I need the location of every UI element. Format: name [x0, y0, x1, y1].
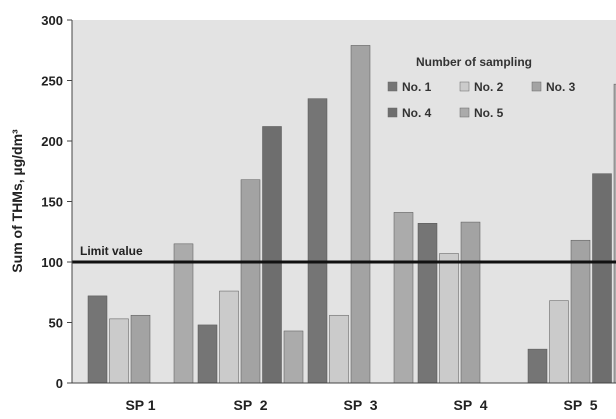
x-category-label: SP 1	[125, 397, 155, 413]
legend-label: No. 2	[474, 80, 504, 94]
bar-2-series-5	[283, 330, 304, 384]
y-tick-label: 0	[56, 376, 63, 391]
y-axis-label: Sum of THMs, µg/dm³	[9, 129, 25, 273]
legend-swatch	[459, 81, 470, 92]
legend-swatch	[459, 107, 470, 118]
y-ticks: 0 50 100 150 200 250 300	[41, 13, 72, 391]
bar-5-series-4	[592, 173, 612, 384]
x-category-label: SP 3	[344, 397, 378, 413]
x-category-labels: SP 1 SP 2 SP 3 SP 4 SP 5	[125, 397, 597, 413]
bar-3-series-1	[307, 98, 328, 384]
y-tick-label: 300	[41, 13, 63, 28]
x-category-label: SP 4	[454, 397, 488, 413]
bar-5-series-2	[549, 300, 569, 384]
bar-3-series-3	[350, 45, 371, 384]
bar-3-series-2	[329, 314, 349, 384]
bar-2-series-4	[262, 126, 282, 384]
y-tick-label: 200	[41, 134, 63, 149]
bar-1-series-5	[173, 243, 194, 384]
bar-2-series-1	[197, 324, 218, 384]
y-tick-label: 100	[41, 255, 63, 270]
x-category-label: SP 5	[564, 397, 598, 413]
legend-swatch	[531, 81, 542, 92]
y-tick-label: 250	[41, 74, 63, 89]
bar-3-series-5	[393, 212, 414, 384]
bar-5-series-5	[613, 83, 616, 384]
bar-4-series-2	[439, 253, 459, 384]
bar-1-series-3	[130, 314, 151, 384]
x-category-label: SP 2	[234, 397, 268, 413]
y-tick-label: 150	[41, 195, 63, 210]
bar-4-series-1	[417, 223, 438, 384]
y-tick-label: 50	[49, 316, 63, 331]
legend-label: No. 1	[402, 80, 432, 94]
bar-4-series-3	[460, 221, 481, 384]
bar-1-series-1	[87, 295, 108, 384]
legend-title: Number of sampling	[416, 55, 532, 69]
legend-swatch	[387, 107, 398, 118]
bar-1-series-2	[109, 318, 129, 384]
bar-2-series-2	[219, 290, 239, 384]
legend-label: No. 5	[474, 106, 504, 120]
legend-swatch	[387, 81, 398, 92]
limit-label: Limit value	[80, 244, 143, 258]
bars-layer	[87, 45, 616, 384]
legend-label: No. 3	[546, 80, 576, 94]
bar-5-series-1	[527, 348, 548, 384]
legend: Number of sampling No. 1 No. 2 No. 3 No. 4 N…	[387, 55, 576, 120]
bar-2-series-3	[240, 179, 261, 384]
legend-label: No. 4	[402, 106, 432, 120]
